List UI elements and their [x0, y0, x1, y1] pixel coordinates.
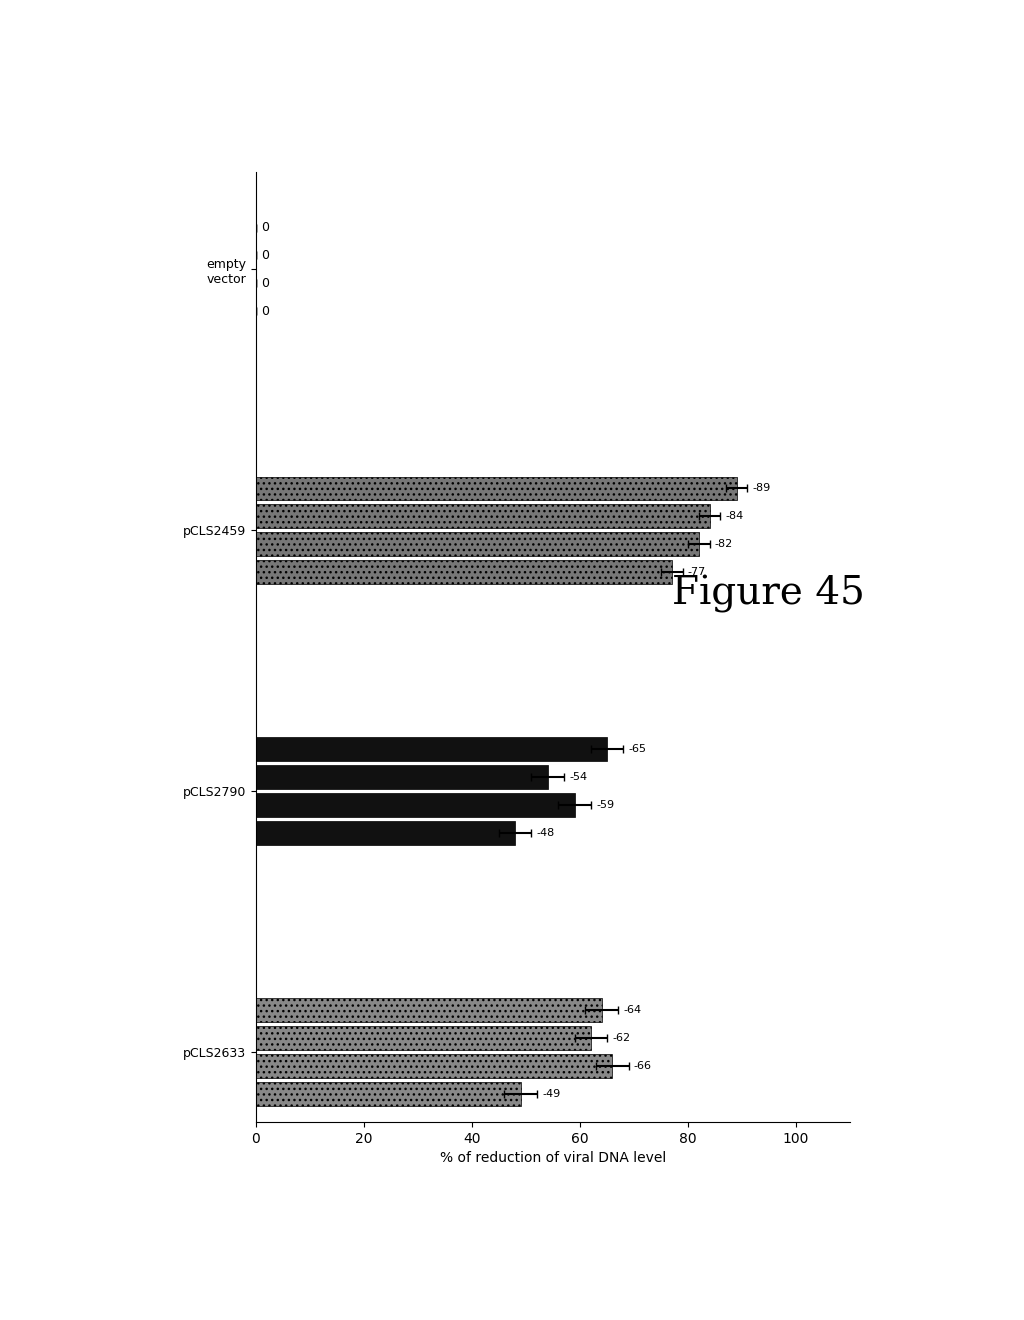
Bar	[256, 477, 736, 500]
Bar	[256, 504, 710, 528]
Text: -65: -65	[629, 744, 646, 754]
Bar	[256, 766, 548, 789]
Bar	[256, 1055, 612, 1078]
Text: -89: -89	[753, 483, 771, 494]
Text: -54: -54	[569, 772, 588, 783]
Text: -59: -59	[596, 800, 614, 810]
Bar	[256, 1026, 591, 1049]
Bar	[256, 561, 672, 585]
Text: Figure 45: Figure 45	[672, 576, 864, 612]
Bar	[256, 1082, 520, 1106]
Text: -66: -66	[634, 1061, 652, 1071]
Bar	[256, 821, 515, 845]
Text: -49: -49	[542, 1089, 560, 1100]
Bar	[256, 793, 574, 817]
X-axis label: % of reduction of viral DNA level: % of reduction of viral DNA level	[440, 1151, 666, 1166]
Text: 0: 0	[261, 277, 269, 290]
Text: -82: -82	[715, 540, 733, 549]
Text: 0: 0	[261, 249, 269, 261]
Text: 0: 0	[261, 305, 269, 318]
Text: -77: -77	[688, 568, 707, 577]
Text: -64: -64	[624, 1006, 641, 1015]
Bar	[256, 998, 601, 1022]
Bar	[256, 532, 698, 556]
Text: -48: -48	[537, 828, 555, 838]
Bar	[256, 738, 607, 762]
Text: 0: 0	[261, 220, 269, 234]
Text: -84: -84	[726, 511, 744, 521]
Text: -62: -62	[612, 1034, 631, 1043]
